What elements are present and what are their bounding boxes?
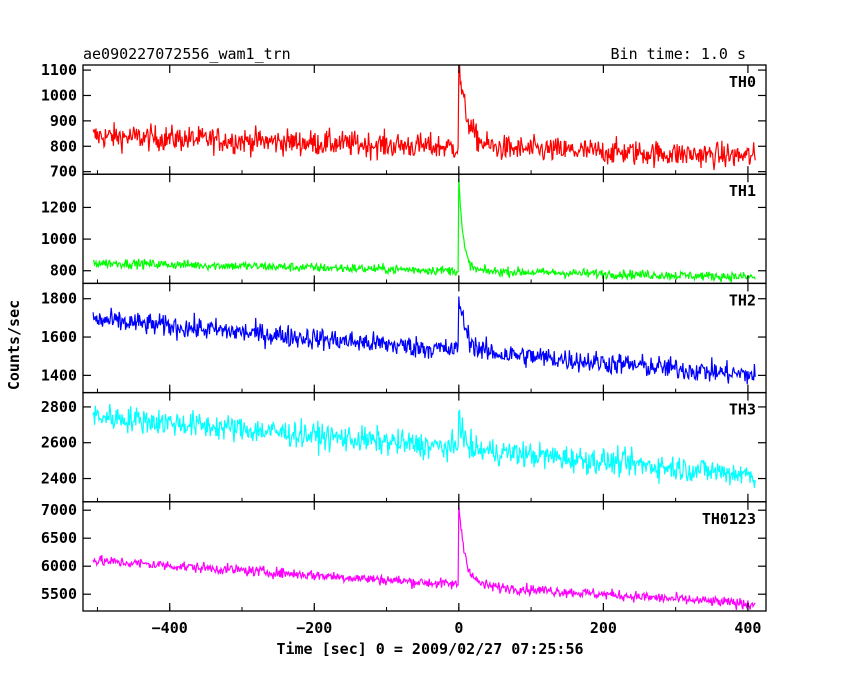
- series-line-th1: [92, 178, 756, 283]
- y-tick-label: 1800: [41, 290, 77, 308]
- y-axis-label: Counts/sec: [5, 299, 23, 391]
- panel-label-th3: TH3: [729, 401, 756, 419]
- y-tick-label: 1000: [41, 86, 77, 104]
- x-tick-label: 200: [590, 619, 617, 637]
- panel-frame-th3: [82, 391, 767, 503]
- y-tick-label: 2400: [41, 470, 77, 488]
- y-tick-label: 1600: [41, 328, 77, 346]
- panel-label-th0123: TH0123: [702, 510, 756, 528]
- y-tick-label: 2800: [41, 398, 77, 416]
- x-axis-label: Time [sec] 0 = 2009/02/27 07:25:56: [276, 640, 584, 658]
- y-tick-label: 700: [50, 163, 77, 181]
- y-tick-label: 800: [50, 137, 77, 155]
- y-tick-label: 1400: [41, 366, 77, 384]
- y-tick-label: 7000: [41, 501, 77, 519]
- y-tick-label: 5500: [41, 585, 77, 603]
- x-tick-label: −200: [296, 619, 332, 637]
- chart-title: ae090227072556_wam1_trn: [83, 45, 291, 63]
- y-tick-label: 800: [50, 262, 77, 280]
- x-tick-label: 0: [454, 619, 463, 637]
- panel-frame-th0123: [82, 501, 767, 612]
- series-line-th0123: [92, 504, 756, 611]
- y-tick-label: 6000: [41, 557, 77, 575]
- series-line-th3: [92, 404, 756, 488]
- panel-label-th1: TH1: [729, 182, 756, 200]
- series-line-th0: [92, 64, 756, 171]
- panel-label-th2: TH2: [729, 291, 756, 309]
- y-tick-label: 1200: [41, 198, 77, 216]
- series-line-th2: [92, 296, 756, 385]
- panel-label-th0: TH0: [729, 73, 756, 91]
- x-tick-label: −400: [152, 619, 188, 637]
- y-tick-label: 6500: [41, 529, 77, 547]
- bin-time-label: Bin time: 1.0 s: [610, 45, 746, 63]
- y-tick-label: 2600: [41, 434, 77, 452]
- y-tick-label: 1000: [41, 230, 77, 248]
- y-tick-label: 1100: [41, 61, 77, 79]
- panel-frame-th2: [82, 282, 767, 394]
- x-tick-label: 400: [734, 619, 761, 637]
- y-tick-label: 900: [50, 112, 77, 130]
